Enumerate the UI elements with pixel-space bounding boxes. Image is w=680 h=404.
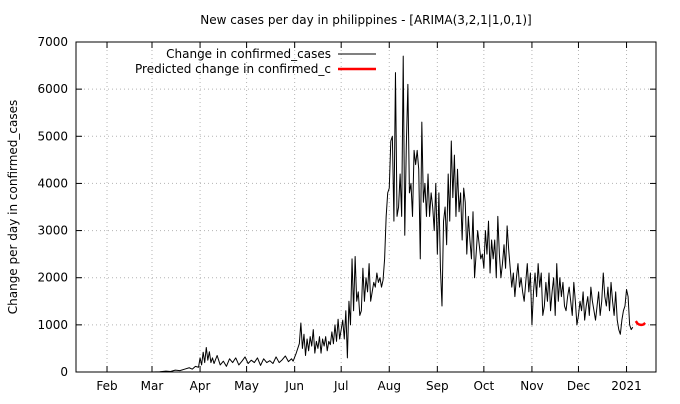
x-tick-label: Sep [426,379,449,393]
x-tick-label: Jul [333,379,348,393]
x-tick-label: Oct [473,379,494,393]
y-tick-label: 4000 [37,176,68,190]
y-axis-label: Change per day in confirmed_cases [6,100,20,315]
x-tick-label: Nov [520,379,543,393]
legend-label-predicted: Predicted change in confirmed_c [135,62,331,76]
chart-title: New cases per day in philippines - [ARIM… [200,13,532,27]
x-tick-label: Jun [284,379,304,393]
x-tick-label: Feb [96,379,117,393]
y-axis: 0 1000 2000 3000 4000 5000 6000 7000 [37,35,656,379]
series-line-predicted [634,320,646,327]
y-tick-label: 1000 [37,318,68,332]
x-tick-label: Dec [567,379,590,393]
grid [76,42,656,372]
x-tick-label: Mar [141,379,164,393]
x-axis: Feb Mar Apr May Jun Jul Aug Sep Oct Nov Dec 2021 [96,42,642,393]
legend-label-observed: Change in confirmed_cases [166,47,331,61]
plot-frame [75,41,657,373]
y-tick-label: 6000 [37,82,68,96]
y-tick-label: 7000 [37,35,68,49]
y-tick-label: 3000 [37,224,68,238]
x-tick-label: 2021 [611,379,642,393]
legend: Change in confirmed_cases Predicted chan… [135,47,376,76]
y-tick-label: 0 [60,365,68,379]
x-tick-label: Apr [190,379,211,393]
x-tick-label: Aug [378,379,401,393]
series-line-observed [103,55,634,373]
series-lines [103,55,646,373]
y-tick-label: 5000 [37,129,68,143]
x-tick-label: May [234,379,259,393]
y-tick-label: 2000 [37,271,68,285]
